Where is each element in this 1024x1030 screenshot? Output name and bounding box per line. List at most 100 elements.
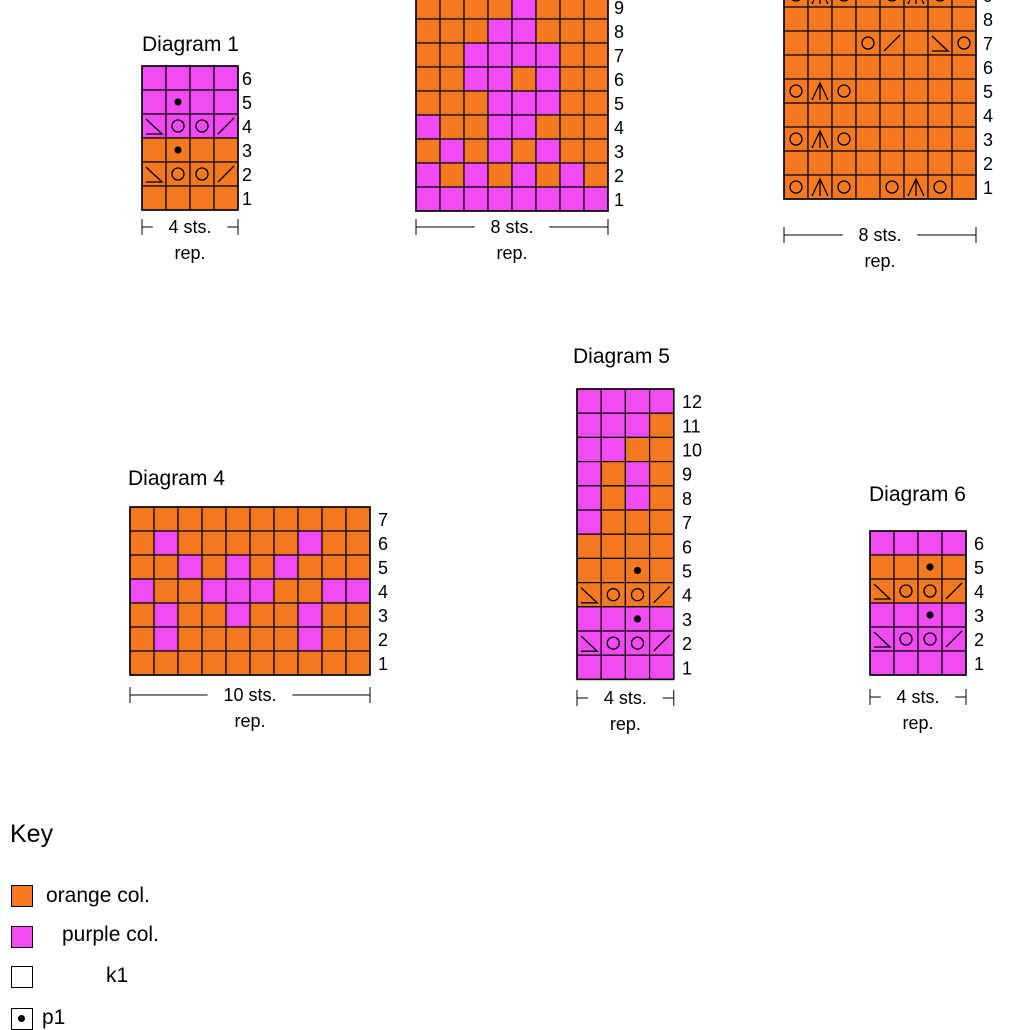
chart-cell [807,150,833,176]
chart-cell [249,554,275,580]
chart-cell [951,54,977,80]
chart-cell [951,126,977,152]
row-number: 2 [242,165,252,185]
chart-cell [511,138,537,164]
chart-cell [893,626,919,652]
chart-cell [153,650,179,676]
chart-cell [648,436,675,463]
diagram-d6: Diagram 6 6 5 4 3 2 1 4 sts. rep. [869,483,984,733]
chart-cell [165,185,191,211]
chart-cell [321,554,347,580]
yarn-over-icon [789,180,803,194]
chart-cell [165,161,191,187]
chart-cell [559,162,585,188]
chart-cell [511,18,537,44]
chart-cell [487,186,513,212]
chart-cell [879,126,905,152]
yarn-over-icon [837,84,851,98]
yarn-over-icon [789,84,803,98]
chart-cell [129,578,155,604]
chart-border [783,0,977,200]
ssk-icon [145,118,164,135]
row-number: 2 [378,630,388,650]
chart-cell [903,30,929,56]
chart-cell [487,90,513,116]
chart-cell [201,602,227,628]
row-number: 1 [378,654,388,674]
chart-cell [177,578,203,604]
chart-cell [941,554,967,580]
chart-cell [345,650,371,676]
repeat-label: rep. [610,714,641,734]
chart-cell [600,557,627,584]
chart-cell [879,174,905,200]
chart-border [141,65,239,211]
chart-cell [855,6,881,32]
chart-cell [415,90,441,116]
chart-cell [129,530,155,556]
chart-cell [624,533,651,560]
row-number: 1 [682,658,692,678]
chart-cell [415,162,441,188]
k2tog-icon [945,582,963,600]
p1-dot-icon [18,1015,25,1022]
chart-cell [559,90,585,116]
repeat-width-label: 8 sts. [858,225,901,245]
chart-cell [273,554,299,580]
yarn-over-icon [887,0,897,2]
chart-cell [583,0,609,20]
row-number: 11 [682,416,701,436]
row-number: 8 [614,22,624,42]
chart-cell [600,509,627,535]
chart-cell [153,506,179,532]
chart-cell [201,506,227,532]
chart-cell [869,650,895,676]
chart-cell [415,138,441,164]
chart-cell [600,436,627,463]
chart-cell [415,42,441,68]
chart-cell [129,650,155,676]
chart-cell [576,461,602,487]
chart-cell [189,185,215,211]
row-number: 10 [682,441,702,461]
chart-cell [487,66,513,92]
chart-cell [463,42,489,68]
chart-cell [511,114,537,140]
row-number: 2 [682,634,692,654]
chart-cell [831,174,857,200]
chart-cell [273,530,299,556]
chart-cell [783,126,809,152]
chart-cell [297,602,323,628]
chart-cell [831,150,857,176]
chart-cell [345,530,371,556]
chart-cell [600,654,627,681]
chart-cell [624,509,651,535]
chart-cell [600,388,627,414]
chart-cell [951,174,977,200]
chart-cell [583,18,609,44]
k2tog-icon [883,34,901,52]
repeat-label: rep. [174,243,205,263]
row-number: 5 [242,93,252,113]
chart-cell [855,126,881,152]
chart-cell [165,113,191,139]
chart-cell [648,606,675,632]
yarn-over-icon [195,119,209,133]
chart-cell [129,506,155,532]
chart-cell [855,150,881,176]
row-number: 4 [378,582,388,602]
chart-cell [463,0,489,20]
chart-cell [487,162,513,188]
row-number: 12 [682,392,702,412]
yarn-over-icon [837,132,851,146]
chart-cell [297,506,323,532]
chart-cell [463,162,489,188]
row-number: 4 [682,586,692,606]
chart-cell [415,114,441,140]
chart-cell [213,89,239,115]
chart-cell [648,485,675,511]
chart-cell [213,137,239,163]
chart-cell [927,78,953,104]
chart-cell [648,654,675,681]
chart-cell [903,102,929,128]
